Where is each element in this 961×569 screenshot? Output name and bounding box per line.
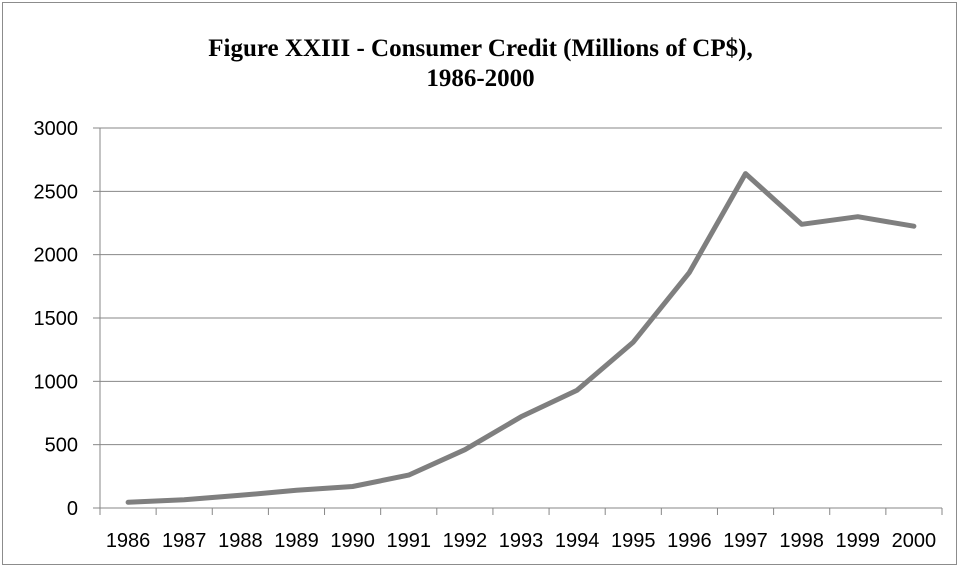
x-tick-label-2000: 2000 — [892, 530, 937, 552]
x-tick-label-1997: 1997 — [723, 530, 768, 552]
y-tick-label-1000: 1000 — [34, 371, 79, 393]
x-tick-label-1988: 1988 — [218, 530, 263, 552]
y-tick-label-500: 500 — [45, 435, 78, 457]
x-tick-label-1998: 1998 — [779, 530, 824, 552]
x-tick-label-1996: 1996 — [667, 530, 712, 552]
x-tick-label-1989: 1989 — [274, 530, 319, 552]
chart-title-line2: 1986-2000 — [426, 65, 535, 92]
x-tick-label-1991: 1991 — [386, 530, 431, 552]
series-line-0 — [125, 171, 917, 505]
y-tick-label-2500: 2500 — [34, 181, 79, 203]
x-tick-label-1995: 1995 — [611, 530, 656, 552]
x-tick-label-1987: 1987 — [162, 530, 207, 552]
x-tick-label-1994: 1994 — [555, 530, 600, 552]
y-tick-label-1500: 1500 — [34, 308, 79, 330]
x-tick-label-1990: 1990 — [330, 530, 375, 552]
x-tick-label-1993: 1993 — [499, 530, 544, 552]
chart-title-line1: Figure XXIII - Consumer Credit (Millions… — [208, 35, 753, 62]
y-tick-label-2000: 2000 — [34, 245, 79, 267]
x-tick-label-1986: 1986 — [106, 530, 151, 552]
y-tick-label-3000: 3000 — [34, 118, 79, 140]
y-tick-label-0: 0 — [67, 498, 78, 520]
x-tick-label-1992: 1992 — [443, 530, 488, 552]
chart-title: Figure XXIII - Consumer Credit (Millions… — [0, 34, 961, 94]
x-tick-label-1999: 1999 — [836, 530, 881, 552]
